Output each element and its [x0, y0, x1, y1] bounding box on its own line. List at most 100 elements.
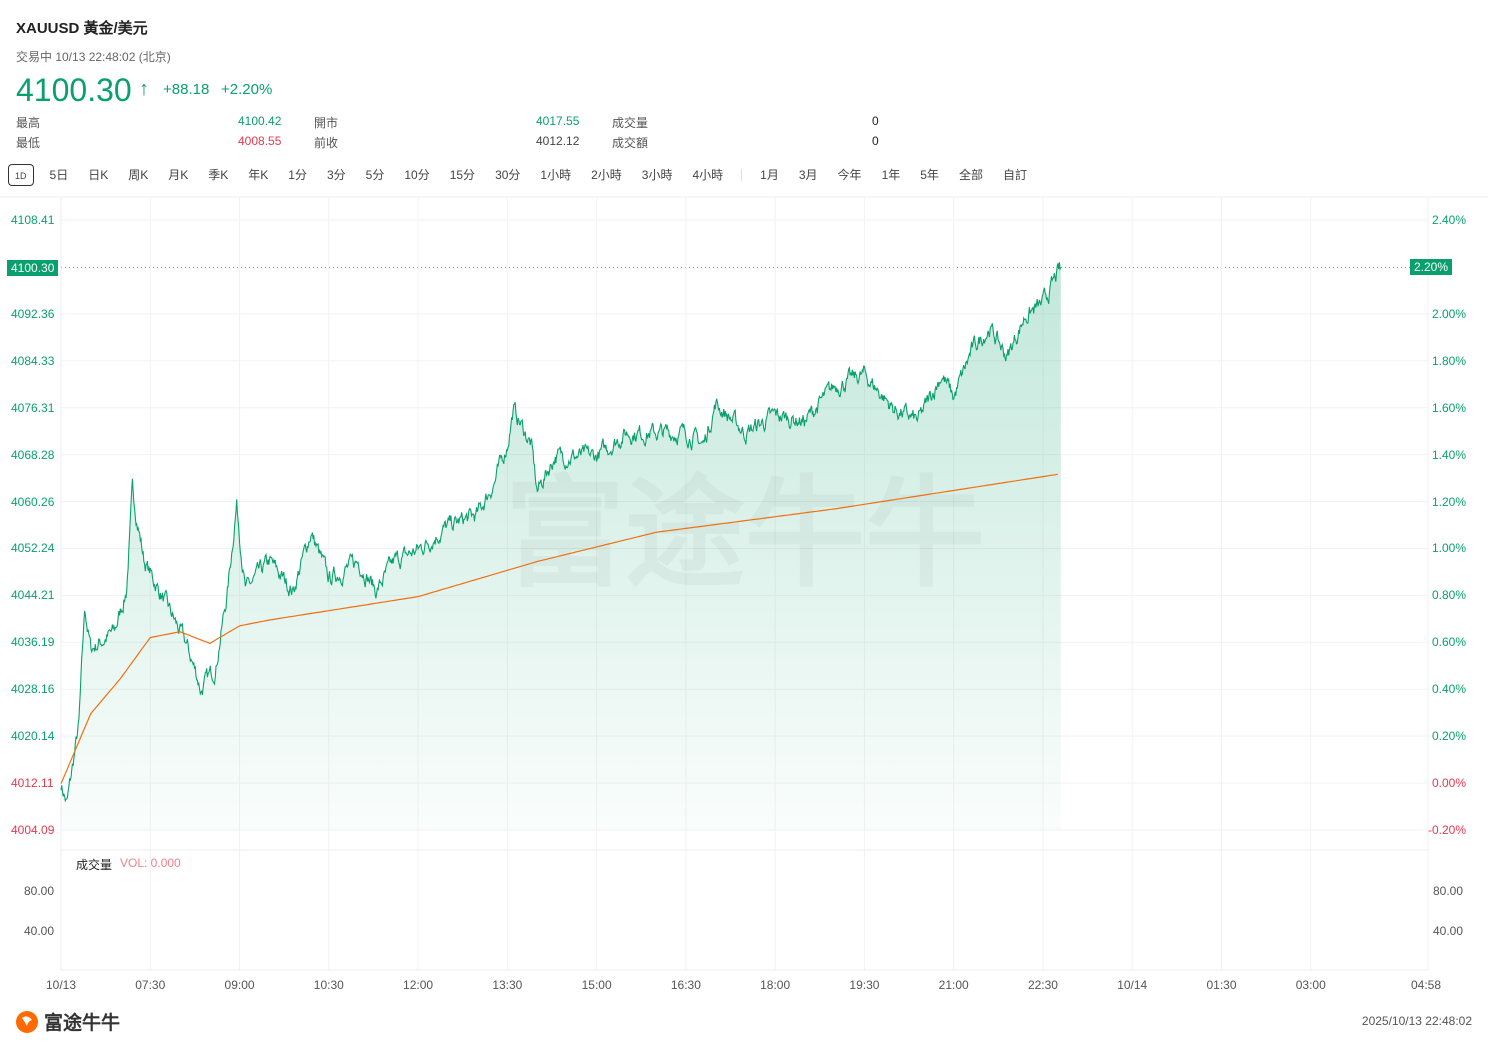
tab-8[interactable]: 3分	[326, 168, 346, 182]
tab-7[interactable]: 1分	[288, 168, 307, 182]
y-tick-right: 1.40%	[1431, 447, 1466, 462]
tab-0[interactable]: 1D	[8, 164, 34, 186]
trading-status: 交易中 10/13 22:48:02 (北京)	[16, 50, 171, 64]
stat-label: 成交量	[612, 116, 649, 130]
volume-tick: 80.00	[1433, 884, 1464, 898]
stat-value: 4012.12	[536, 134, 580, 148]
timeframe-tabs: 1D 5日 日K 周K 月K 季K 年K 1分 3分 5分 10分 15分 30分 1小時 2小時 3小時 4小…	[8, 164, 1037, 186]
brand-name: 富途牛牛	[44, 1013, 121, 1034]
y-tick-right: 0.20%	[1431, 729, 1466, 744]
tab-9[interactable]: 5分	[365, 168, 385, 182]
last-price: 4100.30	[16, 72, 132, 108]
stat-value: 4017.55	[536, 114, 580, 128]
tab-1[interactable]: 5日	[49, 168, 69, 182]
brand-logo: 富途牛牛	[14, 1008, 120, 1035]
x-tick: 04:58	[1410, 978, 1442, 992]
x-tick: 10:30	[313, 978, 344, 992]
x-tick: 13:30	[492, 978, 523, 992]
tab-19[interactable]: 3月	[798, 168, 818, 182]
x-tick: 22:30	[1027, 978, 1058, 992]
x-tick: 19:30	[849, 978, 880, 992]
x-tick: 12:00	[403, 978, 434, 992]
x-tick: 21:00	[938, 978, 969, 992]
x-tick: 10/14	[1117, 978, 1148, 992]
y-tick-right: 0.40%	[1431, 682, 1466, 697]
tab-23[interactable]: 全部	[958, 168, 983, 182]
x-tick: 16:30	[670, 978, 701, 992]
tab-22[interactable]: 5年	[920, 168, 939, 182]
y-tick-right: 2.00%	[1431, 306, 1466, 321]
y-tick-right: 0.00%	[1431, 776, 1466, 791]
y-tick-left: 4028.16	[11, 682, 55, 697]
x-tick: 10/13	[45, 978, 77, 992]
futu-logo-icon	[16, 1010, 38, 1033]
y-tick-left: 4100.30	[7, 260, 59, 277]
y-tick-right: 1.80%	[1431, 353, 1466, 368]
tab-4[interactable]: 月K	[168, 168, 189, 182]
tab-24[interactable]: 自訂	[1002, 168, 1027, 182]
footer-timestamp: 2025/10/13 22:48:02	[1361, 1014, 1472, 1028]
x-tick: 07:30	[135, 978, 166, 992]
stat-label: 最高	[16, 116, 41, 130]
tab-6[interactable]: 年K	[248, 168, 269, 182]
tab-10[interactable]: 10分	[404, 168, 430, 182]
stat-label: 最低	[16, 136, 41, 150]
y-tick-left: 4020.14	[11, 729, 55, 744]
y-tick-right: -0.20%	[1427, 823, 1466, 837]
stat-value: 4008.55	[238, 134, 282, 148]
tab-2[interactable]: 日K	[88, 168, 109, 182]
tab-12[interactable]: 30分	[495, 168, 521, 182]
y-tick-left: 4068.28	[11, 447, 55, 462]
x-tick: 09:00	[224, 978, 255, 992]
volume-value: VOL: 0.000	[120, 856, 181, 870]
y-tick-right: 0.60%	[1431, 635, 1466, 650]
tab-13[interactable]: 1小時	[540, 168, 572, 182]
price-change: +88.18	[163, 81, 210, 98]
y-tick-left: 4012.11	[11, 776, 54, 791]
price-line	[60, 262, 1062, 803]
y-tick-left: 4044.21	[11, 588, 55, 603]
y-tick-left: 4052.24	[11, 541, 55, 556]
price-change-pct: +2.20%	[221, 81, 273, 98]
y-tick-right: 0.80%	[1431, 588, 1466, 603]
volume-tick: 40.00	[1433, 924, 1464, 938]
tab-divider	[741, 169, 743, 181]
x-tick: 03:00	[1295, 978, 1326, 992]
tab-11[interactable]: 15分	[449, 168, 476, 182]
tab-20[interactable]: 今年	[837, 168, 862, 182]
tab-14[interactable]: 2小時	[591, 168, 622, 182]
up-arrow-icon: ↑	[139, 78, 149, 100]
stat-value: 0	[872, 134, 879, 148]
x-tick: 01:30	[1206, 978, 1237, 992]
y-tick-right: 1.60%	[1431, 400, 1466, 415]
volume-tick: 80.00	[24, 884, 55, 898]
x-tick: 15:00	[581, 978, 612, 992]
price-area	[61, 262, 1061, 830]
stat-label: 成交額	[612, 136, 649, 150]
y-tick-right: 2.20%	[1410, 259, 1453, 276]
average-line	[60, 473, 1058, 784]
y-tick-right: 1.20%	[1431, 494, 1466, 509]
tab-3[interactable]: 周K	[128, 168, 149, 182]
tab-18[interactable]: 1月	[760, 168, 779, 182]
y-tick-left: 4004.09	[11, 823, 55, 837]
tab-21[interactable]: 1年	[881, 168, 901, 182]
tab-15[interactable]: 3小時	[641, 168, 673, 182]
y-tick-right: 2.40%	[1431, 213, 1466, 227]
tab-16[interactable]: 4小時	[692, 168, 724, 182]
tab-5[interactable]: 季K	[208, 168, 229, 182]
stat-label: 前收	[314, 136, 339, 150]
x-tick: 18:00	[760, 978, 791, 992]
page-title: XAUUSD 黃金/美元	[16, 20, 148, 37]
y-tick-left: 4036.19	[11, 635, 55, 650]
y-tick-left: 4092.36	[11, 306, 55, 321]
y-tick-left: 4076.31	[11, 400, 55, 415]
stat-label: 開市	[314, 116, 339, 130]
volume-label: 成交量	[76, 858, 113, 872]
y-tick-left: 4084.33	[11, 353, 55, 368]
y-tick-left: 4060.26	[11, 494, 55, 509]
y-tick-right: 1.00%	[1431, 541, 1466, 556]
volume-tick: 40.00	[24, 924, 55, 938]
stat-value: 4100.42	[238, 114, 282, 128]
